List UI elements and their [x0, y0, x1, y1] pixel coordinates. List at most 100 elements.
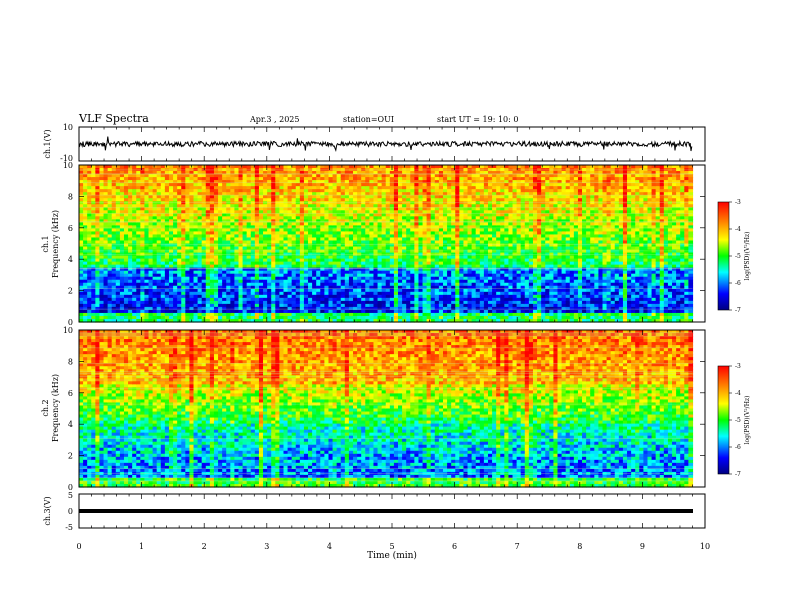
spectrogram-cell — [144, 288, 150, 293]
spectrogram-cell — [168, 288, 174, 293]
spectrogram-cell — [222, 195, 227, 199]
spectrogram-cell — [115, 300, 121, 305]
spectrogram-cell — [181, 240, 186, 245]
spectrogram-cell — [132, 243, 137, 248]
spectrogram-cell — [136, 213, 141, 217]
spectrogram-cell — [197, 192, 203, 196]
spectrogram-cell — [205, 282, 211, 287]
spectrogram-cell — [83, 279, 88, 284]
spectrogram-cell — [91, 285, 96, 290]
spectrogram-cell — [99, 306, 105, 311]
spectrogram-cell — [152, 243, 158, 248]
spectrogram-cell — [119, 213, 125, 217]
spectrogram-cell — [79, 312, 84, 317]
date-label: Apr.3 , 2025 — [250, 115, 300, 124]
spectrogram-cell — [205, 210, 211, 214]
spectrogram-cell — [152, 204, 158, 208]
spectrogram-cell — [160, 183, 166, 187]
spectrogram-cell — [152, 318, 158, 323]
spectrogram-cell — [119, 303, 125, 308]
spectrogram-cell — [148, 312, 154, 317]
spectrogram-cell — [119, 228, 125, 233]
spectrogram-cell — [99, 282, 105, 287]
spectrogram-cell — [205, 204, 211, 208]
spectrogram-cell — [156, 288, 162, 293]
spectrogram-cell — [222, 264, 227, 269]
spectrogram-cell — [213, 222, 219, 226]
spectrogram-cell — [95, 177, 101, 181]
spectrogram-cell — [189, 288, 195, 293]
spectrogram-cell — [209, 189, 215, 193]
spectrogram-cell — [156, 222, 162, 226]
spectrogram-cell — [144, 291, 150, 296]
spectrogram-cell — [136, 174, 141, 178]
spectrogram-cell — [99, 225, 105, 229]
spectrogram-cell — [160, 195, 166, 199]
spectrogram-cell — [132, 276, 137, 281]
spectrogram-cell — [181, 213, 186, 217]
spectrogram-cell — [111, 228, 117, 233]
spectrogram-cell — [185, 189, 191, 193]
spectrogram-cell — [119, 243, 125, 248]
spectrogram-cell — [107, 201, 113, 205]
spectrogram-cell — [226, 204, 231, 208]
spectrogram-cell — [132, 207, 137, 211]
spectrogram-cell — [123, 189, 129, 193]
spectrogram-cell — [230, 180, 236, 184]
spectrogram-cell — [91, 306, 96, 311]
spectrogram-cell — [140, 207, 146, 211]
spectrogram-cell — [83, 300, 88, 305]
spectrogram-cell — [115, 222, 121, 226]
spectrogram-cell — [79, 180, 84, 184]
spectrogram-cell — [148, 288, 154, 293]
spectrogram-cell — [168, 270, 174, 275]
spectrogram-cell — [99, 177, 105, 181]
spectrogram-cell — [128, 315, 133, 320]
spectrogram-cell — [226, 249, 231, 254]
spectrogram-cell — [148, 210, 154, 214]
spectrogram-cell — [107, 309, 113, 314]
spectrogram-cell — [201, 177, 207, 181]
spectrogram-cell — [193, 300, 199, 305]
spectrogram-cell — [99, 249, 105, 254]
spectrogram-cell — [173, 231, 178, 236]
spectrogram-cell — [87, 231, 92, 236]
spectrogram-cell — [156, 216, 162, 220]
spectrogram-cell — [79, 243, 84, 248]
spectrogram-cell — [197, 315, 203, 320]
spectrogram-cell — [79, 273, 84, 278]
spectrogram-cell — [91, 312, 96, 317]
spectrogram-cell — [168, 171, 174, 175]
spectrogram-cell — [148, 216, 154, 220]
spectrogram-cell — [156, 294, 162, 299]
spectrogram-cell — [115, 237, 121, 242]
spectrogram-cell — [213, 249, 219, 254]
spectrogram-cell — [181, 288, 186, 293]
spectrogram-cell — [177, 174, 182, 178]
spectrogram-cell — [152, 249, 158, 254]
spectrogram-cell — [230, 195, 236, 199]
spectrogram-cell — [91, 177, 96, 181]
spectrogram-cell — [213, 261, 219, 266]
spectrogram-cell — [168, 249, 174, 254]
spectrogram-cell — [144, 258, 150, 263]
spectrogram-cell — [205, 237, 211, 242]
spectrogram-cell — [185, 210, 191, 214]
spectrogram-cell — [213, 198, 219, 202]
spectrogram-cell — [99, 213, 105, 217]
spectrogram-cell — [177, 201, 182, 205]
spectrogram-cell — [79, 294, 84, 299]
spectrogram-cell — [164, 198, 170, 202]
spectrogram-cell — [218, 189, 223, 193]
spectrogram-cell — [152, 225, 158, 229]
spectrogram-cell — [107, 186, 113, 190]
spectrogram-cell — [103, 285, 109, 290]
spectrogram-cell — [160, 264, 166, 269]
spectrogram-cell — [197, 267, 203, 272]
spectrogram-cell — [209, 231, 215, 236]
spectrogram-cell — [185, 300, 191, 305]
spectrogram-cell — [111, 195, 117, 199]
spectrogram-cell — [205, 231, 211, 236]
spectrogram-cell — [152, 267, 158, 272]
spectrogram-cell — [209, 171, 215, 175]
